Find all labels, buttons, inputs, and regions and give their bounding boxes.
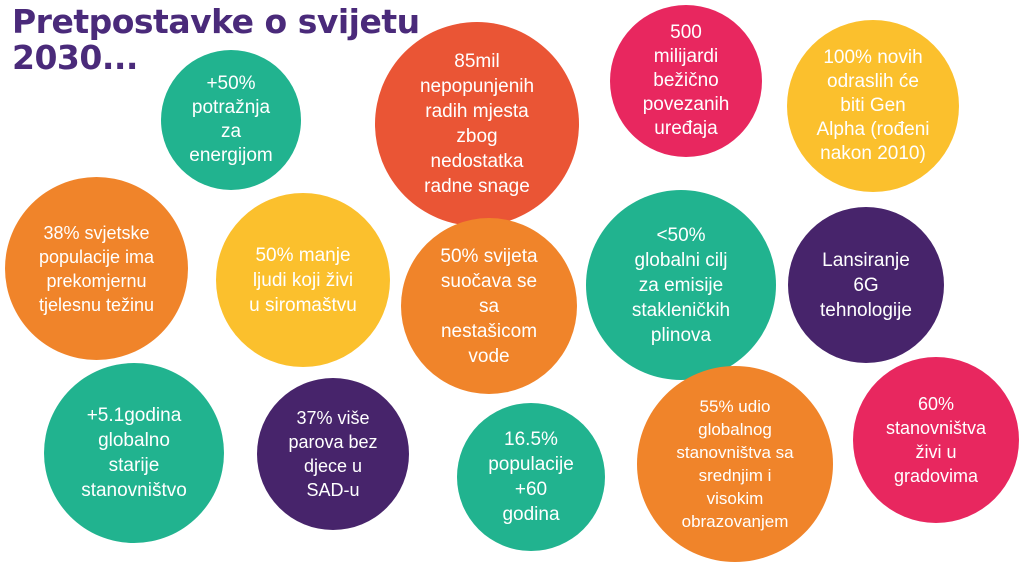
page-title: Pretpostavke o svijetu 2030... [12, 4, 420, 76]
bubble-6g-text: Lansiranje 6G tehnologije [820, 249, 912, 321]
bubble-childless-couples: 37% više parova bez djece u SAD-u [257, 378, 409, 530]
bubble-cities: 60% stanovništva živi u gradovima [853, 357, 1019, 523]
bubble-poverty: 50% manje ljudi koji živi u siromaštvu [216, 193, 390, 367]
bubble-gen-alpha: 100% novih odraslih će biti Gen Alpha (r… [787, 20, 959, 192]
bubble-unfilled-jobs: 85mil nepopunjenih radih mjesta zbog ned… [375, 22, 579, 226]
bubble-wireless-devices: 500 milijardi bežično povezanih uređaja [610, 5, 762, 157]
page-title-line-1: Pretpostavke o svijetu [12, 2, 420, 41]
bubble-education-text: 55% udio globalnog stanovništva sa sredn… [676, 397, 794, 531]
bubble-overweight-text: 38% svjetske populacije ima prekomjernu … [38, 222, 155, 315]
bubble-water-shortage: 50% svijeta suočava se sa nestašicom vod… [401, 218, 577, 394]
bubble-energy-demand: +50% potražnja za energijom [161, 50, 301, 190]
bubble-poverty-text: 50% manje ljudi koji živi u siromaštvu [249, 244, 357, 316]
page-title-line-2: 2030... [12, 38, 138, 77]
bubble-wireless-devices-text: 500 milijardi bežično povezanih uređaja [642, 22, 730, 139]
bubble-overweight: 38% svjetske populacije ima prekomjernu … [5, 177, 188, 360]
bubble-education: 55% udio globalnog stanovništva sa sredn… [637, 366, 833, 562]
bubble-unfilled-jobs-text: 85mil nepopunjenih radih mjesta zbog ned… [419, 51, 535, 197]
bubble-aging: +5.1godina globalno starije stanovništvo [44, 363, 224, 543]
bubble-emissions-text: <50% globalni cilj za emisije stakleničk… [631, 224, 731, 346]
bubble-6g: Lansiranje 6G tehnologije [788, 207, 944, 363]
bubble-aging-text: +5.1godina globalno starije stanovništvo [81, 405, 187, 501]
bubble-water-shortage-text: 50% svijeta suočava se sa nestašicom vod… [440, 245, 538, 367]
bubble-emissions: <50% globalni cilj za emisije stakleničk… [586, 190, 776, 380]
bubble-energy-demand-text: +50% potražnja za energijom [189, 73, 273, 166]
bubble-population-60-text: 16.5% populacije +60 godina [488, 429, 574, 525]
bubble-childless-couples-text: 37% više parova bez djece u SAD-u [288, 408, 378, 500]
bubble-cities-text: 60% stanovništva živi u gradovima [885, 394, 987, 486]
bubble-population-60: 16.5% populacije +60 godina [457, 403, 605, 551]
bubble-gen-alpha-text: 100% novih odraslih će biti Gen Alpha (r… [816, 47, 930, 164]
